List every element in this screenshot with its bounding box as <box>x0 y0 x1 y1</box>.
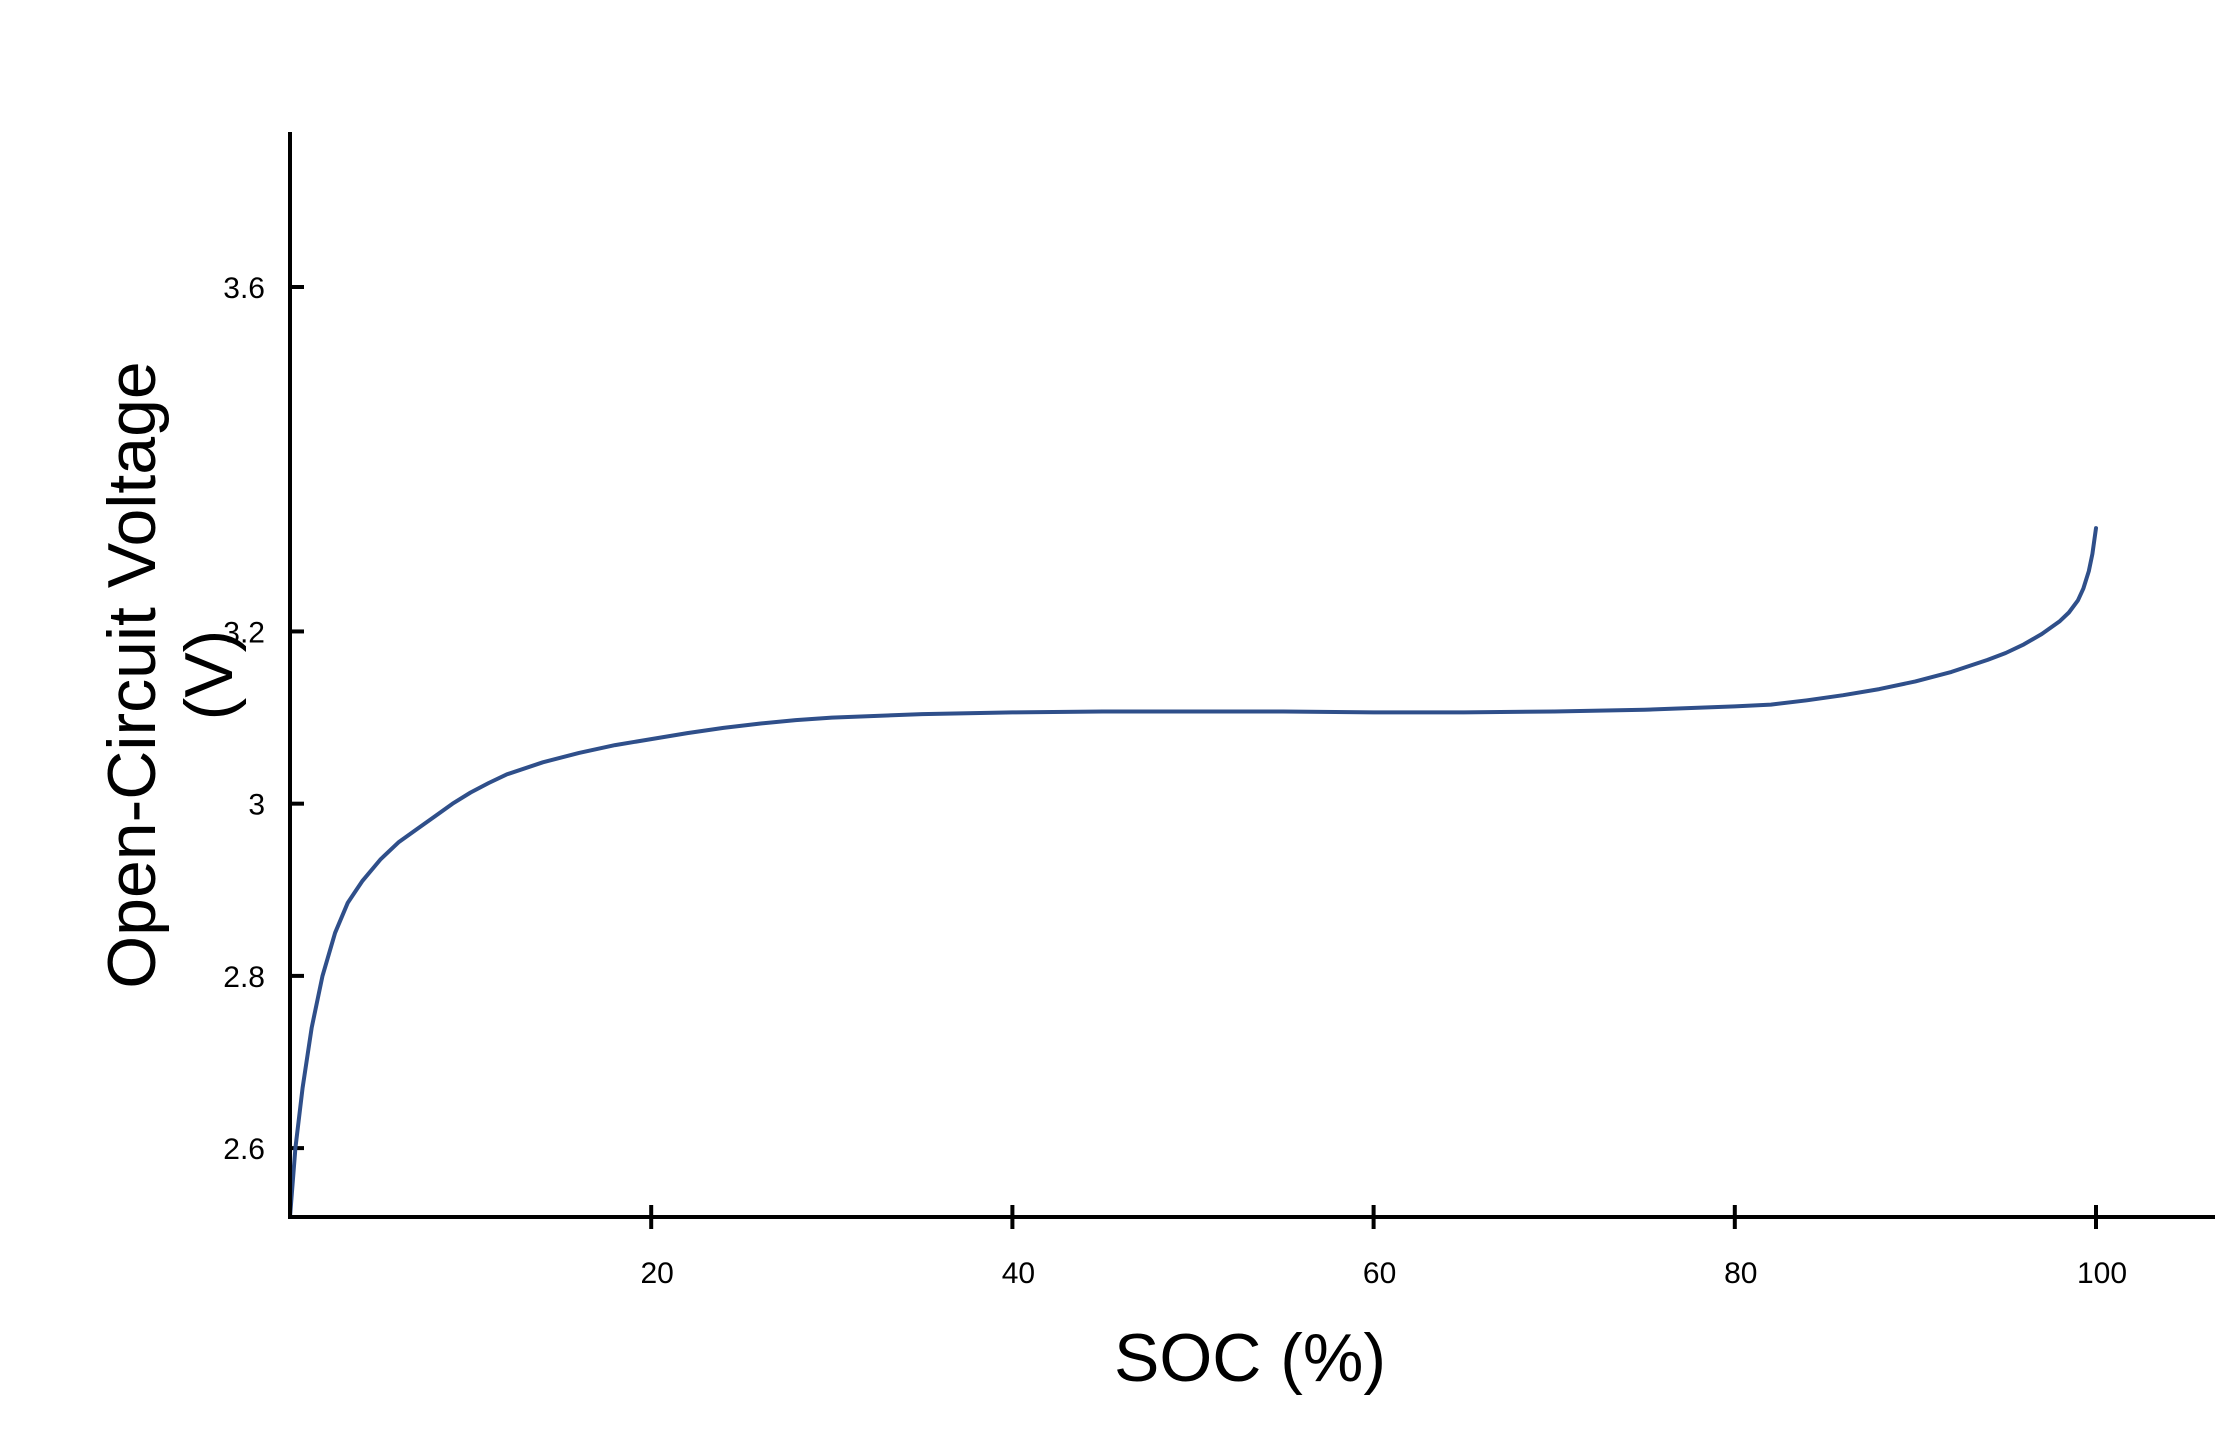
y-tick-label: 2.8 <box>223 961 265 994</box>
y-tick-label: 2.6 <box>223 1133 265 1166</box>
ocv-series-line <box>288 526 2098 1219</box>
x-tick-label: 60 <box>1363 1257 1396 1290</box>
x-tick-label: 40 <box>1002 1257 1035 1290</box>
y-axis-title-line-1: Open-Circuit Voltage <box>94 361 170 988</box>
x-tick-label: 100 <box>2077 1257 2127 1290</box>
ticks-layer: 20 40 60 80 100 2.6 2.8 3 3.2 3.6 <box>223 272 2127 1290</box>
x-axis-title: SOC (%) <box>1114 1320 1386 1396</box>
y-axis-title-line-2: (V) <box>171 630 247 721</box>
x-tick-label: 80 <box>1724 1257 1757 1290</box>
y-tick-label: 3 <box>248 789 265 822</box>
y-tick-label: 3.2 <box>223 616 265 649</box>
x-tick-label: 20 <box>641 1257 674 1290</box>
y-tick-label: 3.6 <box>223 272 265 305</box>
